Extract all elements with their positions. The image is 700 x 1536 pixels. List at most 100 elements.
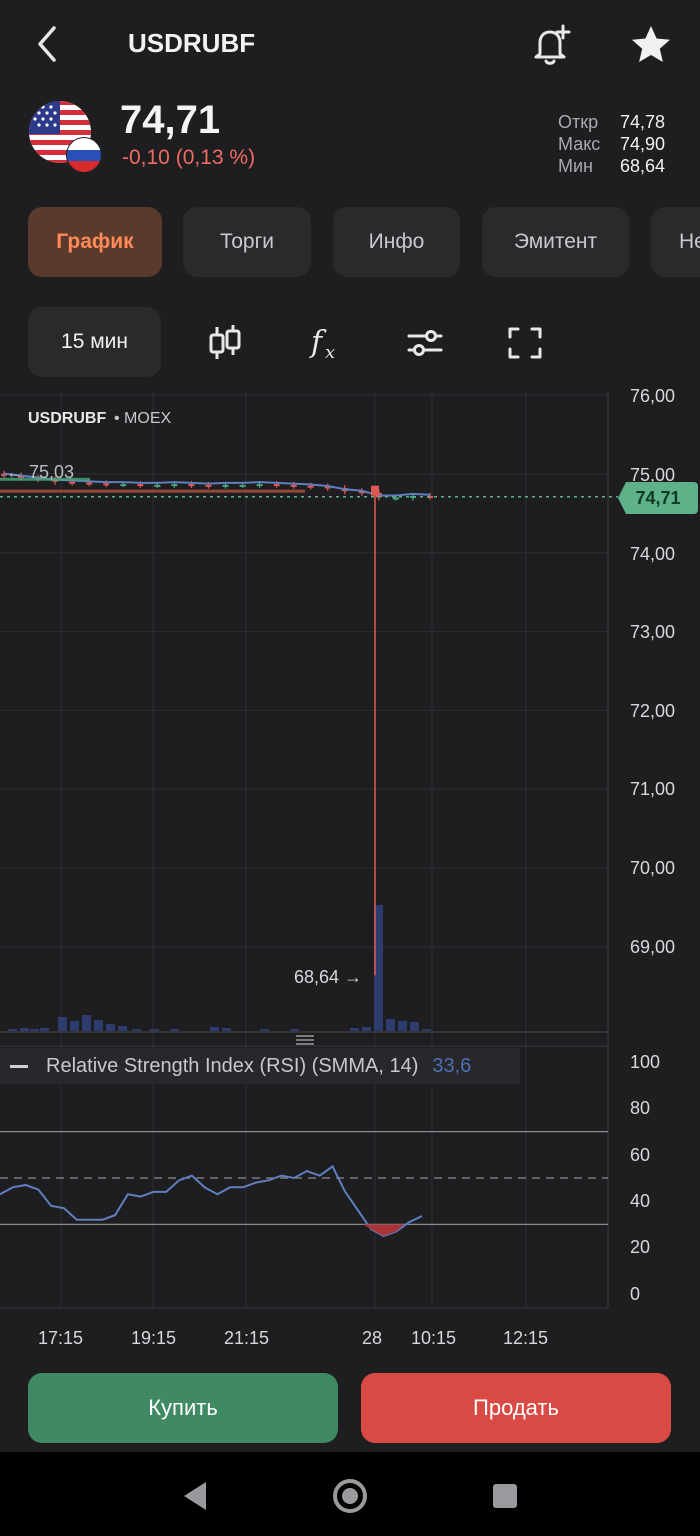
volume-bar <box>222 1028 231 1031</box>
volume-bar <box>58 1017 67 1031</box>
rsi-tick-label: 100 <box>630 1052 661 1072</box>
rsi-line <box>0 1164 423 1238</box>
volume-bar <box>40 1028 49 1031</box>
x-tick-label: 28 <box>362 1328 383 1348</box>
candle-body <box>154 484 161 487</box>
y-tick-label: 69,00 <box>630 937 676 957</box>
rsi-panel <box>0 1130 608 1238</box>
volume-bar <box>132 1029 141 1031</box>
volume-bar <box>82 1015 91 1031</box>
function-icon[interactable]: f x <box>301 320 349 366</box>
candle-body <box>324 486 331 489</box>
chart-symbol: USDRUBF <box>28 410 107 427</box>
x-tick-label: 17:15 <box>38 1328 84 1348</box>
chart-exchange: • MOEX <box>114 410 172 427</box>
sell-button[interactable]: Продать <box>361 1373 671 1443</box>
volume-bar <box>398 1021 407 1031</box>
fullscreen-icon[interactable] <box>501 320 549 366</box>
candle-body <box>307 485 314 488</box>
tab-issuer[interactable]: Эмитент <box>482 207 629 277</box>
y-tick-label: 72,00 <box>630 701 676 721</box>
candle-body <box>103 483 110 486</box>
volume-bar <box>170 1029 179 1031</box>
interval-selector[interactable]: 15 мин <box>28 307 161 377</box>
high-marker: ← 75,03 <box>6 462 75 482</box>
candlestick-icon[interactable] <box>201 320 249 366</box>
volume-bar <box>118 1026 127 1031</box>
volume-bar <box>290 1029 299 1031</box>
candle-body <box>290 484 297 487</box>
volume-bar <box>150 1029 159 1031</box>
y-tick-label: 70,00 <box>630 858 676 878</box>
y-tick-label: 75,00 <box>630 465 676 485</box>
stat-open-value: 74,78 <box>620 112 666 132</box>
candle-body <box>222 484 229 487</box>
chart-overlays <box>0 472 618 976</box>
y-tick-label: 73,00 <box>630 622 676 642</box>
page-title: USDRUBF <box>128 28 256 58</box>
volume-bar <box>70 1021 79 1031</box>
tab-trades[interactable]: Торги <box>183 207 311 277</box>
volume-bar <box>386 1019 395 1031</box>
rsi-tick-label: 0 <box>630 1284 641 1304</box>
settings-sliders-icon[interactable] <box>401 320 449 366</box>
bell-plus-icon[interactable] <box>528 22 574 68</box>
candle-body <box>69 481 76 484</box>
level-bar <box>0 477 90 481</box>
high-marker-value: 75,03 <box>29 462 75 482</box>
buy-button[interactable]: Купить <box>28 1373 338 1443</box>
rsi-header[interactable]: Relative Strength Index (RSI) (SMMA, 14)… <box>0 1048 520 1084</box>
recents-square-icon[interactable] <box>485 1476 525 1516</box>
price-chart[interactable] <box>0 380 700 1360</box>
x-tick-label: 12:15 <box>503 1328 549 1348</box>
candle-body <box>273 484 280 487</box>
rsi-tick-label: 60 <box>630 1145 651 1165</box>
candle-body <box>86 482 93 485</box>
rsi-tick-label: 80 <box>630 1098 651 1118</box>
volume-bar <box>8 1029 17 1031</box>
x-tick-label: 21:15 <box>224 1328 270 1348</box>
level-bar <box>0 489 305 493</box>
collapse-icon[interactable] <box>10 1064 28 1068</box>
volume-bar <box>374 905 383 1031</box>
x-tick-label: 19:15 <box>131 1328 177 1348</box>
low-marker-value: 68,64 <box>294 967 340 987</box>
candle-body <box>409 495 416 498</box>
stat-open-label: Откр <box>558 112 599 132</box>
tab-info[interactable]: Инфо <box>333 207 460 277</box>
stat-high-label: Макс <box>558 134 601 154</box>
star-icon[interactable] <box>628 22 674 68</box>
price-change: -0,10 (0,13 %) <box>122 146 256 169</box>
rsi-tick-label: 20 <box>630 1237 651 1257</box>
rsi-oversold-area <box>363 1224 405 1236</box>
stat-low-label: Мин <box>558 156 593 176</box>
candle-body <box>137 484 144 487</box>
stat-low-value: 68,64 <box>620 156 666 176</box>
rsi-title: Relative Strength Index (RSI) (SMMA, 14) <box>46 1054 419 1077</box>
tab-chart[interactable]: График <box>28 207 162 277</box>
candle-body <box>392 497 399 500</box>
volume-bar <box>30 1029 39 1031</box>
home-circle-icon[interactable] <box>330 1476 370 1516</box>
volume-bar <box>350 1028 359 1031</box>
volume-bar <box>210 1027 219 1031</box>
volume-bar <box>422 1029 431 1031</box>
y-tick-label: 76,00 <box>630 386 676 406</box>
chart-grid <box>0 392 609 1309</box>
candle-body <box>239 484 246 487</box>
candle-body <box>120 484 127 487</box>
low-marker: 68,64 → <box>294 967 363 987</box>
y-tick-label: 71,00 <box>630 779 676 799</box>
volume-bar <box>260 1029 269 1031</box>
current-price: 74,71 <box>120 98 221 142</box>
svg-text:x: x <box>325 342 335 363</box>
volume-bar <box>94 1020 103 1031</box>
rsi-value: 33,6 <box>432 1054 472 1077</box>
rsi-tick-label: 40 <box>630 1191 651 1211</box>
candle-body <box>188 484 195 487</box>
back-icon[interactable] <box>30 20 70 68</box>
tab-news[interactable]: Не <box>651 207 700 277</box>
back-triangle-icon[interactable] <box>176 1476 216 1516</box>
volume-bar <box>20 1028 29 1031</box>
low-spike-candle <box>371 485 379 496</box>
